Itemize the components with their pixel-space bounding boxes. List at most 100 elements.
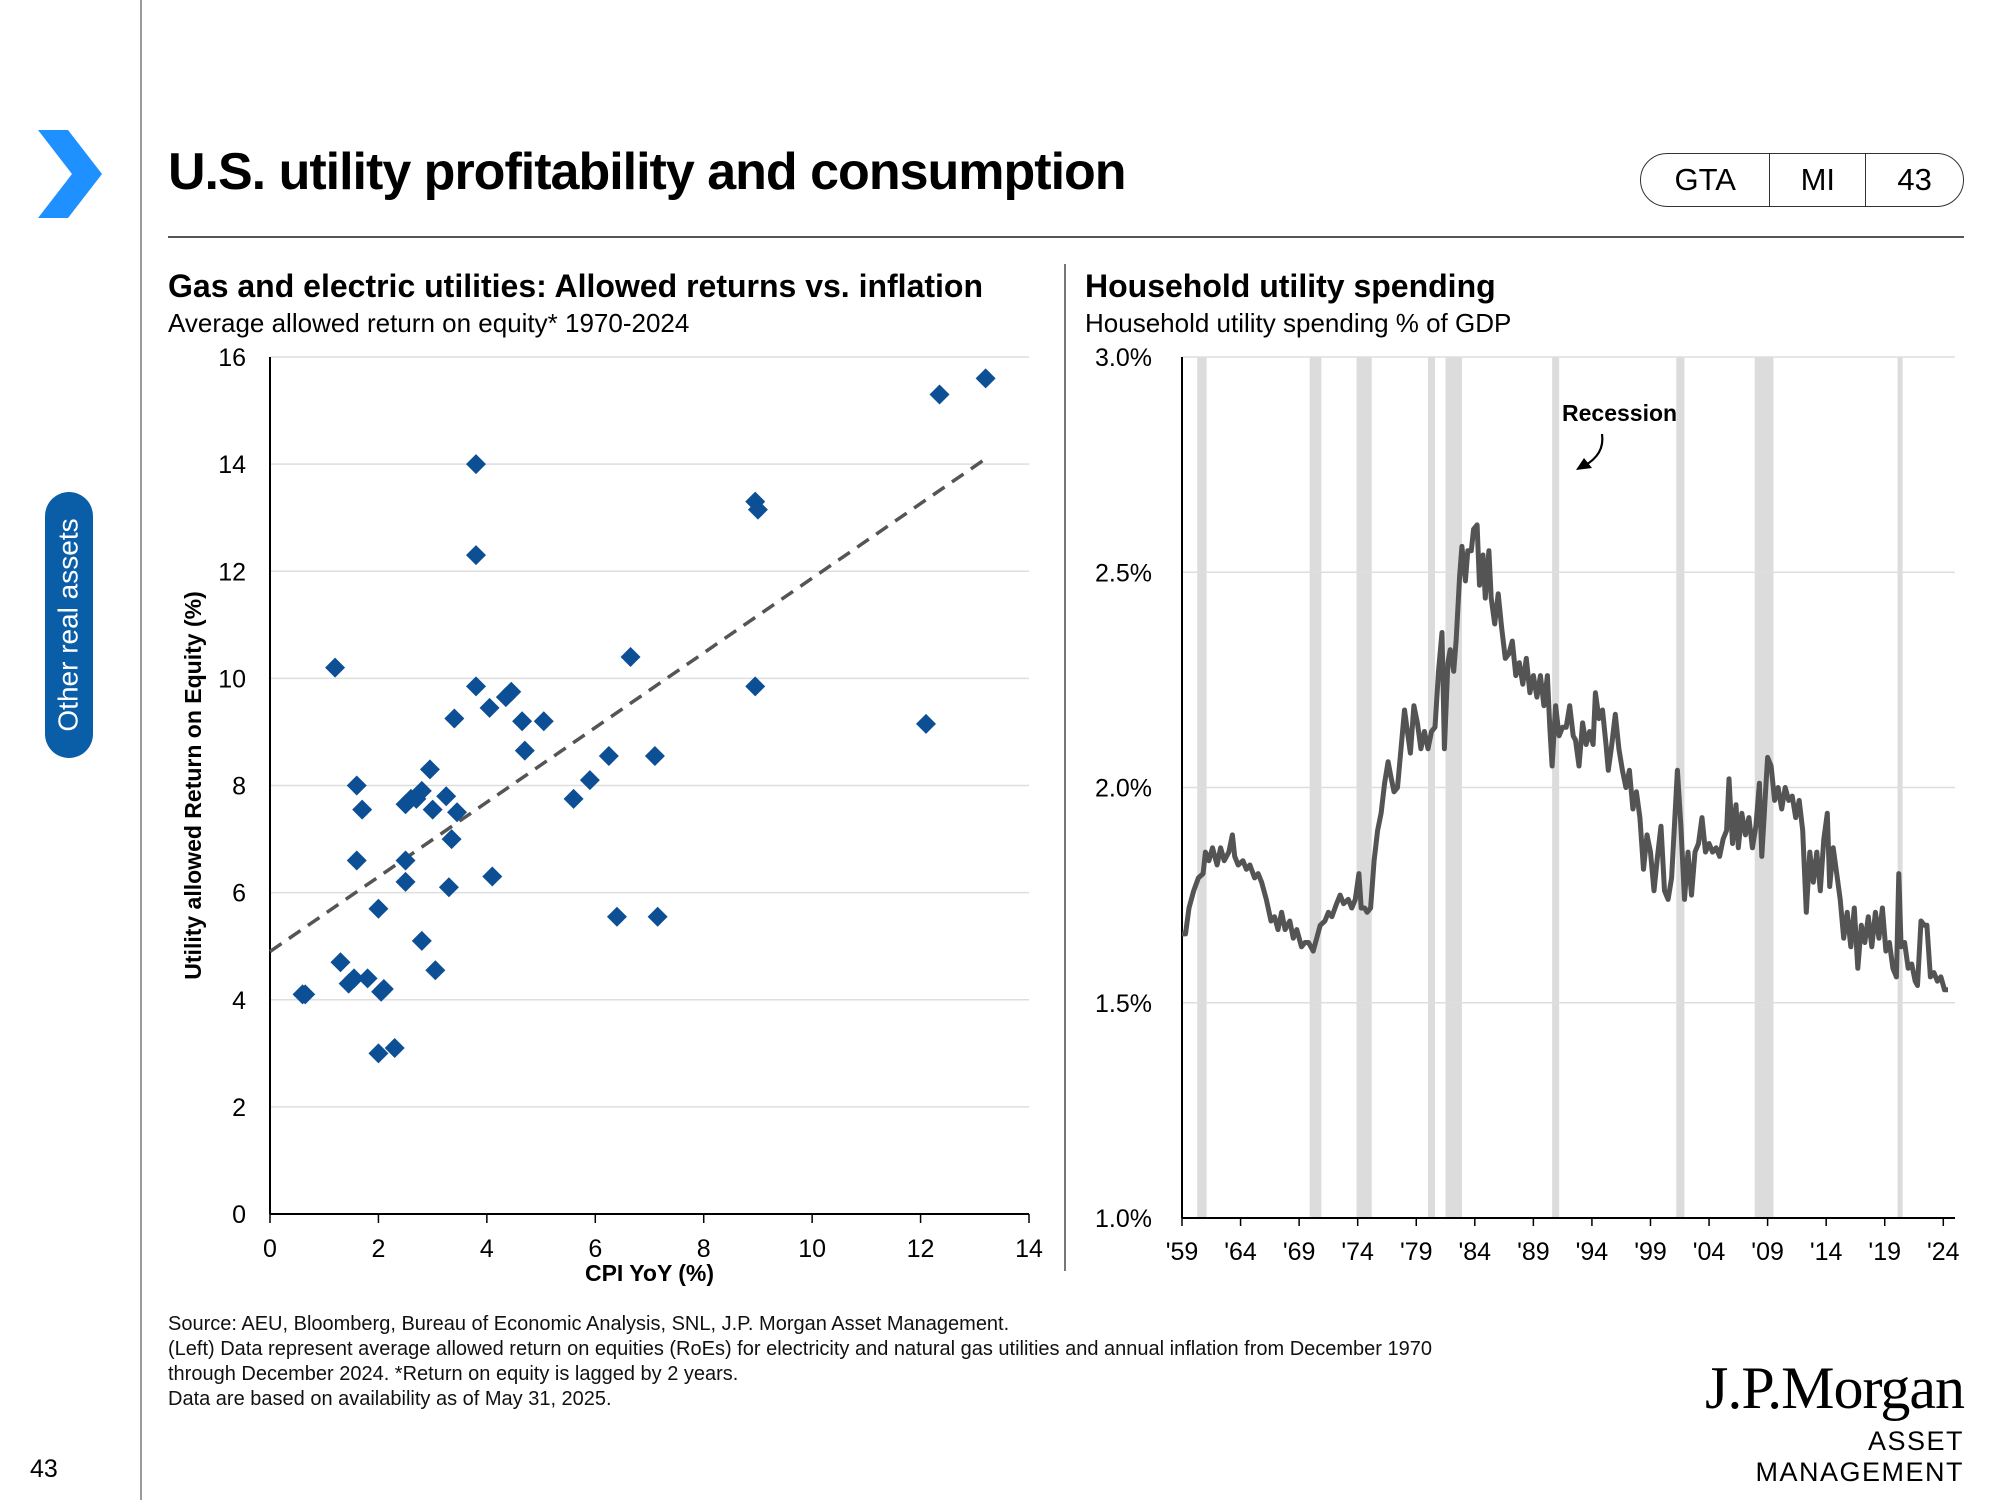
scatter-point (929, 384, 950, 405)
scatter-point (419, 759, 440, 780)
scatter-point (745, 676, 766, 697)
scatter-point (373, 979, 394, 1000)
x-tick-label: '84 (1459, 1238, 1492, 1266)
x-tick-label: 0 (263, 1235, 277, 1263)
scatter-point (620, 646, 641, 667)
y-tick-label: 6 (232, 880, 246, 908)
y-tick-label: 4 (232, 987, 246, 1015)
section-tab-other-real-assets[interactable]: Other real assets (45, 492, 93, 758)
x-tick-label: '19 (1868, 1238, 1901, 1266)
scatter-point (747, 499, 768, 520)
series-line (1182, 522, 1948, 993)
scatter-chart: 0 2 4 6 8 10 12 14 16 0 2 4 6 8 10 12 14 CPI YoY (%) Utili… (180, 344, 1043, 1286)
x-tick-label: '09 (1751, 1238, 1784, 1266)
page-title: U.S. utility profitability and consumpti… (168, 143, 1127, 201)
left-chart-subtitle: Average allowed return on equity* 1970-2… (168, 308, 690, 338)
x-tick-label: '99 (1634, 1238, 1667, 1266)
scatter-point (395, 850, 416, 871)
x-tick-label: '89 (1517, 1238, 1550, 1266)
y-tick-label: 2 (232, 1094, 246, 1122)
x-axis-label: CPI YoY (%) (585, 1260, 714, 1286)
x-tick-label: 2 (371, 1235, 385, 1263)
logo-name: J.P.Morgan (1705, 1355, 1965, 1421)
x-tick-label: 14 (1015, 1235, 1043, 1263)
scatter-point (447, 802, 468, 823)
y-tick-label: 3.0% (1095, 344, 1152, 372)
tag-page: 43 (1865, 154, 1963, 206)
scatter-point (344, 968, 365, 989)
scatter-point (411, 930, 432, 951)
annotation-arrowhead-icon (1576, 458, 1592, 470)
annotation-arrow (1583, 433, 1604, 467)
scatter-point (975, 368, 996, 389)
scatter-point (436, 786, 457, 807)
y-tick-label: 12 (218, 558, 246, 586)
scatter-point (357, 968, 378, 989)
scatter-point (514, 740, 535, 761)
y-tick-label: 1.0% (1095, 1205, 1152, 1233)
tag-gta: GTA (1674, 162, 1736, 197)
scatter-point (533, 711, 554, 732)
scatter-point (295, 984, 316, 1005)
scatter-point (438, 877, 459, 898)
x-tick-label: '69 (1283, 1238, 1316, 1266)
logo-subtitle: ASSET MANAGEMENT (1755, 1426, 1964, 1487)
y-axis-label: Utility allowed Return on Equity (%) (180, 591, 206, 979)
y-tick-label: 16 (218, 344, 246, 372)
scatter-point (384, 1037, 405, 1058)
trend-line (269, 457, 987, 953)
scatter-point (346, 775, 367, 796)
scatter-point (368, 1043, 389, 1064)
footnote: Source: AEU, Bloomberg, Bureau of Econom… (168, 1312, 1688, 1412)
footnote-line: Data are based on availability as of May… (168, 1388, 612, 1410)
x-tick-label: '04 (1693, 1238, 1726, 1266)
y-tick-label: 14 (218, 451, 246, 479)
right-chart-title: Household utility spending (1085, 268, 1496, 304)
scatter-point (579, 770, 600, 791)
scatter-point (482, 866, 503, 887)
title-divider (168, 236, 1964, 238)
jpmorgan-logo: J.P.Morgan ASSET MANAGEMENT (1688, 1355, 1965, 1488)
y-tick-label: 2.5% (1095, 559, 1152, 587)
right-chart-subtitle: Household utility spending % of GDP (1085, 308, 1512, 338)
scatter-point (647, 906, 668, 927)
footnote-line: through December 2024. *Return on equity… (168, 1363, 739, 1385)
x-tick-label: '64 (1224, 1238, 1257, 1266)
scatter-point (512, 711, 533, 732)
x-tick-label: '94 (1576, 1238, 1609, 1266)
scatter-point (352, 799, 373, 820)
footnote-line: (Left) Data represent average allowed re… (168, 1338, 1433, 1360)
scatter-point (441, 829, 462, 850)
scatter-point (466, 545, 487, 566)
scatter-point (466, 676, 487, 697)
scatter-point (346, 850, 367, 871)
y-tick-label: 8 (232, 773, 246, 801)
x-tick-label: '59 (1166, 1238, 1199, 1266)
x-tick-label: 8 (697, 1235, 711, 1263)
x-tick-label: 10 (798, 1235, 826, 1263)
page-number: 43 (30, 1455, 58, 1483)
left-chart-title: Gas and electric utilities: Allowed retu… (168, 268, 983, 304)
scatter-point (479, 697, 500, 718)
scatter-point (466, 454, 487, 475)
scatter-point (368, 898, 389, 919)
left-margin-rule (140, 0, 142, 1500)
scatter-point (395, 871, 416, 892)
y-tick-label: 1.5% (1095, 990, 1152, 1018)
scatter-point (444, 708, 465, 729)
line-chart: 1.0% 1.5% 2.0% 2.5% 3.0% '59 '64 '69 '74 '79 '84 '8… (1095, 344, 1960, 1266)
scatter-point (325, 657, 346, 678)
recession-annotation: Recession (1562, 400, 1677, 426)
tag-mi: MI (1769, 154, 1865, 206)
chart-divider (1064, 264, 1066, 1271)
scatter-point (330, 952, 351, 973)
y-tick-label: 0 (232, 1201, 246, 1229)
x-tick-label: 12 (907, 1235, 935, 1263)
scatter-point (598, 746, 619, 767)
x-tick-label: '24 (1927, 1238, 1960, 1266)
y-tick-label: 10 (218, 665, 246, 693)
y-tick-label: 2.0% (1095, 775, 1152, 803)
footnote-line: Source: AEU, Bloomberg, Bureau of Econom… (168, 1313, 1010, 1335)
scatter-point (644, 746, 665, 767)
